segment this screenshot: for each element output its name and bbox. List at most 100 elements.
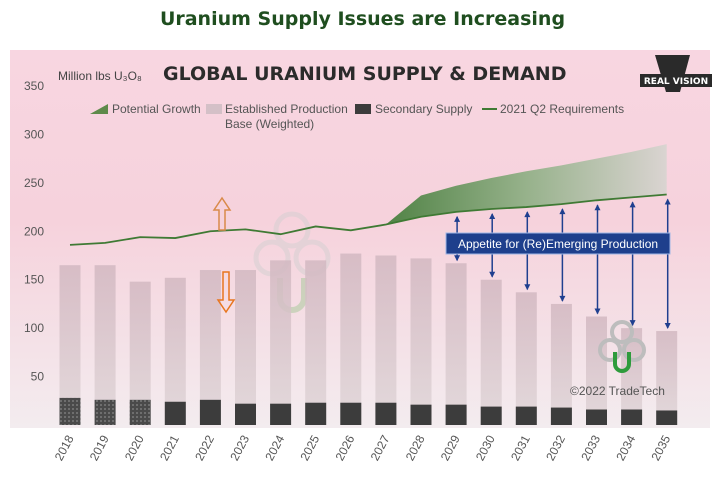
legend-label-line: Established Production (225, 102, 348, 116)
gap-arrow-head-up (559, 208, 566, 215)
y-axis-label: Million lbs U₃O₈ (58, 69, 142, 83)
y-tick-label: 50 (31, 370, 45, 384)
x-tick-label: 2032 (543, 433, 568, 463)
secondary-supply-bar (164, 401, 186, 425)
x-tick-label: 2025 (297, 433, 322, 463)
gap-arrow-head-up (454, 215, 461, 222)
production-bar (621, 328, 643, 425)
x-tick-label: 2022 (192, 433, 217, 463)
x-tick-label: 2033 (578, 433, 603, 463)
bar-series (59, 253, 678, 425)
x-tick-label: 2028 (403, 433, 428, 463)
production-bar (480, 279, 502, 425)
gap-arrow-head-down (664, 323, 671, 330)
secondary-supply-bar (94, 399, 116, 425)
gap-arrow-head-down (559, 295, 566, 302)
x-tick-label: 2029 (438, 433, 463, 463)
secondary-supply-bar (129, 399, 151, 425)
x-tick-label: 2030 (473, 433, 498, 463)
secondary-supply-bar (199, 399, 221, 425)
potential-growth-area (385, 144, 667, 225)
brand-logo: REAL VISION (640, 55, 712, 92)
x-tick-label: 2034 (613, 433, 638, 463)
y-tick-label: 350 (24, 79, 44, 93)
y-tick-label: 150 (24, 273, 44, 287)
chart-legend: Potential Growth Established Production Ba… (90, 102, 624, 131)
x-tick-label: 2027 (368, 433, 393, 463)
tradetech-logo (598, 320, 646, 373)
y-tick-label: 300 (24, 127, 44, 141)
x-tick-label: 2019 (87, 433, 112, 463)
secondary-supply-bar (656, 410, 678, 425)
secondary-supply-bar (59, 397, 81, 425)
production-bar (375, 255, 397, 425)
x-tick-label: 2026 (333, 433, 358, 463)
production-bar (235, 270, 256, 425)
production-bar (515, 292, 537, 425)
legend-label: Secondary Supply (375, 102, 472, 116)
production-bar (199, 270, 221, 425)
y-tick-label: 250 (24, 176, 44, 190)
y-axis: 50 100 150 200 250 300 350 (24, 79, 44, 384)
gap-arrow-head-down (594, 308, 601, 315)
x-tick-label: 2035 (648, 433, 673, 463)
x-tick-label: 2018 (52, 433, 77, 463)
brand-text: REAL VISION (644, 77, 708, 87)
x-tick-label: 2021 (157, 433, 182, 463)
gap-arrow-head-down (454, 255, 461, 262)
x-tick-label: 2031 (508, 433, 533, 463)
production-bar (129, 281, 151, 425)
callout-text: Appetite for (Re)Emerging Production (458, 237, 658, 251)
production-bar (270, 260, 292, 425)
requirements-line (69, 193, 667, 246)
potential-growth-band (385, 144, 667, 225)
production-bar (410, 258, 432, 425)
up-arrow-icon (212, 196, 232, 231)
requirements-polyline (69, 193, 667, 246)
production-bar (340, 253, 362, 425)
gap-arrow-head-up (524, 211, 531, 218)
production-bar (550, 303, 572, 425)
copyright-text: ©2022 TradeTech (570, 384, 665, 398)
production-bar (164, 277, 186, 425)
gap-arrow-head-up (489, 213, 496, 220)
secondary-supply-bar (235, 403, 256, 425)
legend-label: Established Production Base (Weighted) (225, 102, 348, 131)
legend-label-line: Base (Weighted) (225, 117, 314, 131)
production-bar (656, 331, 678, 425)
production-bar (586, 316, 607, 425)
legend-swatch-potential-growth (90, 104, 108, 114)
legend-swatch-secondary (355, 104, 371, 114)
secondary-supply-bar (550, 407, 572, 425)
x-tick-label: 2023 (227, 433, 252, 463)
down-arrow-icon (216, 271, 236, 314)
secondary-supply-bar (621, 409, 643, 425)
secondary-supply-bar (445, 404, 467, 425)
gap-arrow-head-up (664, 198, 671, 205)
x-tick-label: 2020 (122, 433, 147, 463)
gap-arrow-head-up (594, 204, 601, 211)
secondary-supply-bar (410, 404, 432, 425)
production-bar (94, 265, 116, 425)
gap-arrow-head-down (489, 271, 496, 278)
gap-arrow-head-up (629, 201, 636, 208)
secondary-supply-bar (305, 402, 327, 425)
secondary-supply-bar (586, 409, 607, 425)
legend-label: 2021 Q2 Requirements (500, 102, 624, 116)
secondary-supply-bar (480, 406, 502, 425)
page-title: Uranium Supply Issues are Increasing (159, 8, 566, 30)
gap-arrow-head-down (524, 284, 531, 291)
gap-arrow-head-down (629, 320, 636, 327)
secondary-supply-bar (340, 402, 362, 425)
x-tick-label: 2024 (262, 433, 287, 463)
y-tick-label: 200 (24, 224, 44, 238)
secondary-supply-bar (375, 402, 397, 425)
production-bar (445, 263, 467, 425)
chart-title: GLOBAL URANIUM SUPPLY & DEMAND (163, 63, 566, 85)
callout-box: Appetite for (Re)Emerging Production (445, 232, 671, 255)
legend-label: Potential Growth (112, 102, 201, 116)
production-bar (305, 260, 327, 425)
y-tick-label: 100 (24, 321, 44, 335)
x-axis: 2018 2019 2020 2021 2022 2023 2024 2025 2026 2027… (52, 433, 674, 463)
